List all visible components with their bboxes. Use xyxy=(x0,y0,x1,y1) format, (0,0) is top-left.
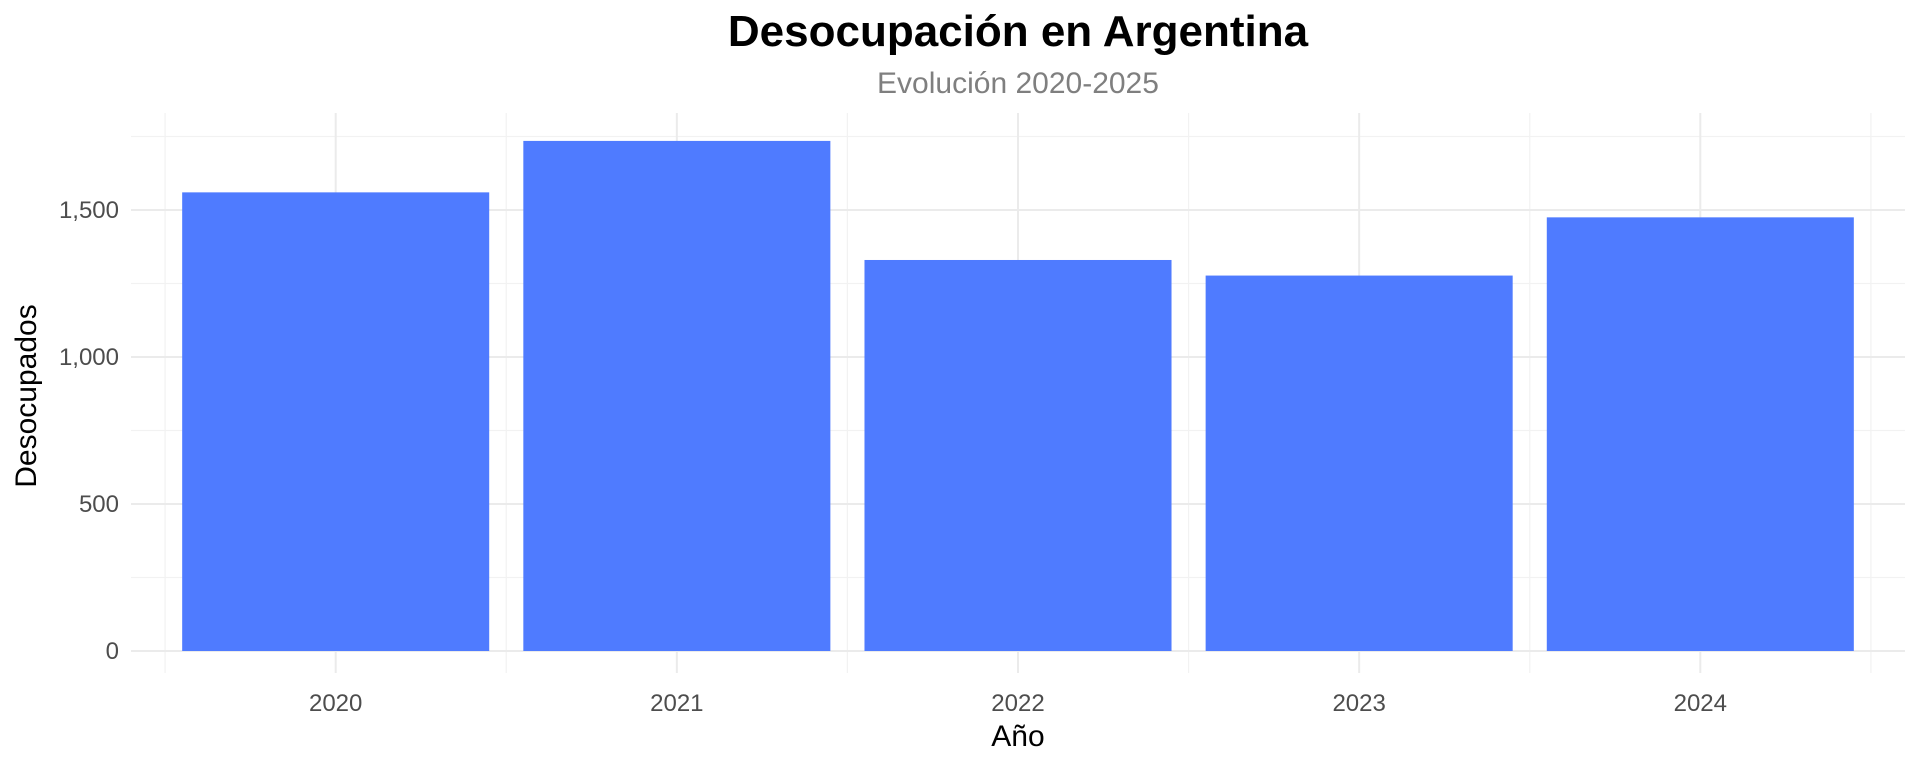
bar-2023 xyxy=(1205,275,1513,651)
bar-2024 xyxy=(1546,217,1854,651)
bar-2020 xyxy=(182,192,490,652)
bar-2021 xyxy=(523,140,831,651)
y-tick-label: 500 xyxy=(79,491,119,518)
y-axis-title: Desocupados xyxy=(10,304,43,487)
chart-subtitle: Evolución 2020-2025 xyxy=(877,67,1159,100)
x-tick-label: 2024 xyxy=(1674,690,1727,717)
x-axis-tick-labels: 2020 2021 2022 2023 2024 xyxy=(309,690,1727,717)
chart-title: Desocupación en Argentina xyxy=(728,7,1309,56)
y-axis-tick-labels: 0 500 1,000 1,500 xyxy=(59,197,119,665)
y-tick-label: 1,500 xyxy=(59,197,119,224)
x-axis-title: Año xyxy=(991,720,1044,753)
y-tick-label: 1,000 xyxy=(59,344,119,371)
y-tick-label: 0 xyxy=(106,638,119,665)
x-tick-label: 2021 xyxy=(650,690,703,717)
bars xyxy=(182,140,1854,652)
x-tick-label: 2020 xyxy=(309,690,362,717)
x-tick-label: 2022 xyxy=(991,690,1044,717)
x-tick-label: 2023 xyxy=(1332,690,1385,717)
bar-2022 xyxy=(864,259,1172,651)
